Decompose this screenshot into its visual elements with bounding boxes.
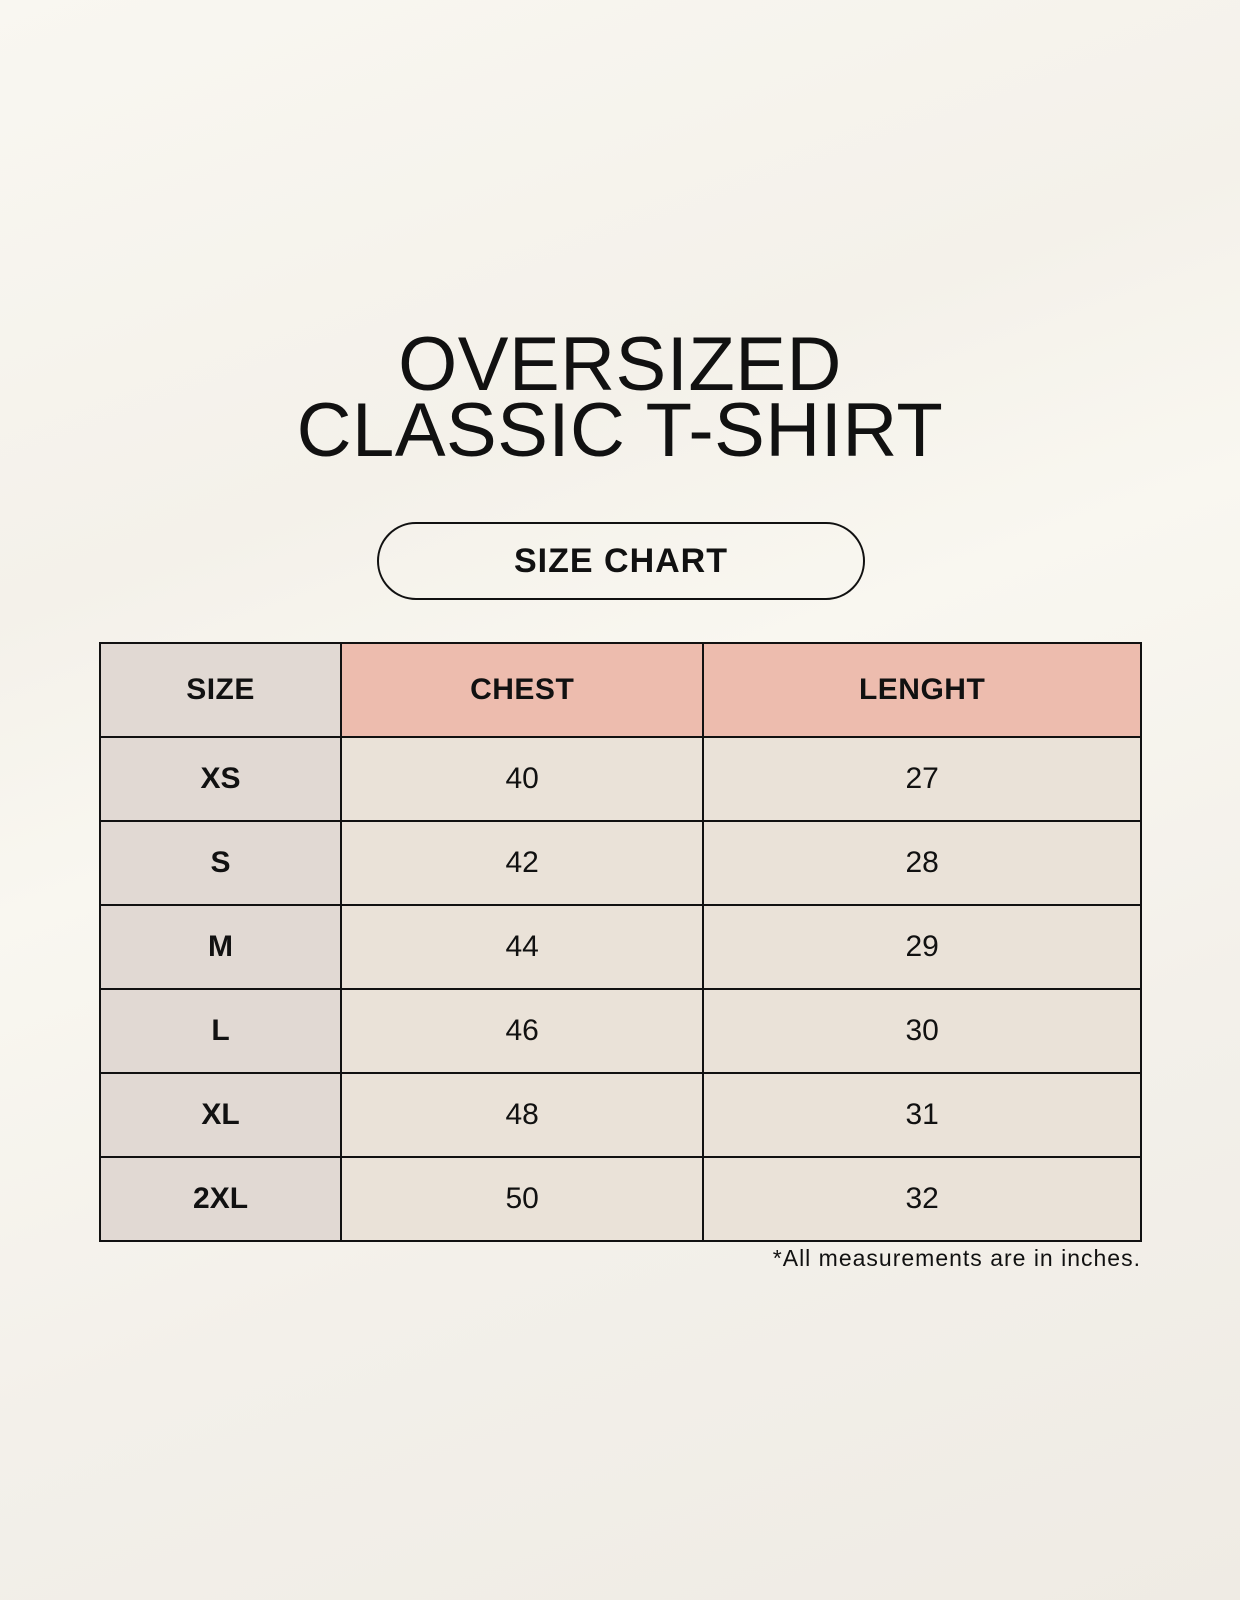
table-header-row: SIZE CHEST LENGHT (98, 642, 1142, 738)
cell-chest: 42 (340, 820, 705, 906)
header-length: LENGHT (702, 642, 1142, 738)
cell-size: 2XL (98, 1156, 343, 1242)
cell-size: M (98, 904, 343, 990)
table-row: 2XL 50 32 (98, 1156, 1142, 1242)
cell-size: L (98, 988, 343, 1074)
cell-chest: 44 (340, 904, 705, 990)
cell-length: 27 (702, 736, 1142, 822)
header-size: SIZE (98, 642, 343, 738)
cell-length: 32 (702, 1156, 1142, 1242)
cell-length: 31 (702, 1072, 1142, 1158)
title-line-1: OVERSIZED (398, 322, 842, 407)
cell-chest: 50 (340, 1156, 705, 1242)
table-row: S 42 28 (98, 820, 1142, 906)
cell-length: 29 (702, 904, 1142, 990)
cell-size: XL (98, 1072, 343, 1158)
cell-length: 28 (702, 820, 1142, 906)
cell-chest: 46 (340, 988, 705, 1074)
table-row: XS 40 27 (98, 736, 1142, 822)
cell-length: 30 (702, 988, 1142, 1074)
cell-size: XS (98, 736, 343, 822)
size-table: SIZE CHEST LENGHT XS 40 27 S 42 28 M 44 29 L 46 30 X… (98, 642, 1142, 1242)
cell-chest: 40 (340, 736, 705, 822)
page-title: OVERSIZED CLASSIC T-SHIRT (0, 322, 1240, 473)
table-row: XL 48 31 (98, 1072, 1142, 1158)
table-row: L 46 30 (98, 988, 1142, 1074)
table-row: M 44 29 (98, 904, 1142, 990)
title-line-2: CLASSIC T-SHIRT (296, 388, 944, 473)
size-chart-label: SIZE CHART (377, 522, 865, 600)
header-chest: CHEST (340, 642, 705, 738)
cell-chest: 48 (340, 1072, 705, 1158)
cell-size: S (98, 820, 343, 906)
footnote: *All measurements are in inches. (772, 1245, 1141, 1271)
